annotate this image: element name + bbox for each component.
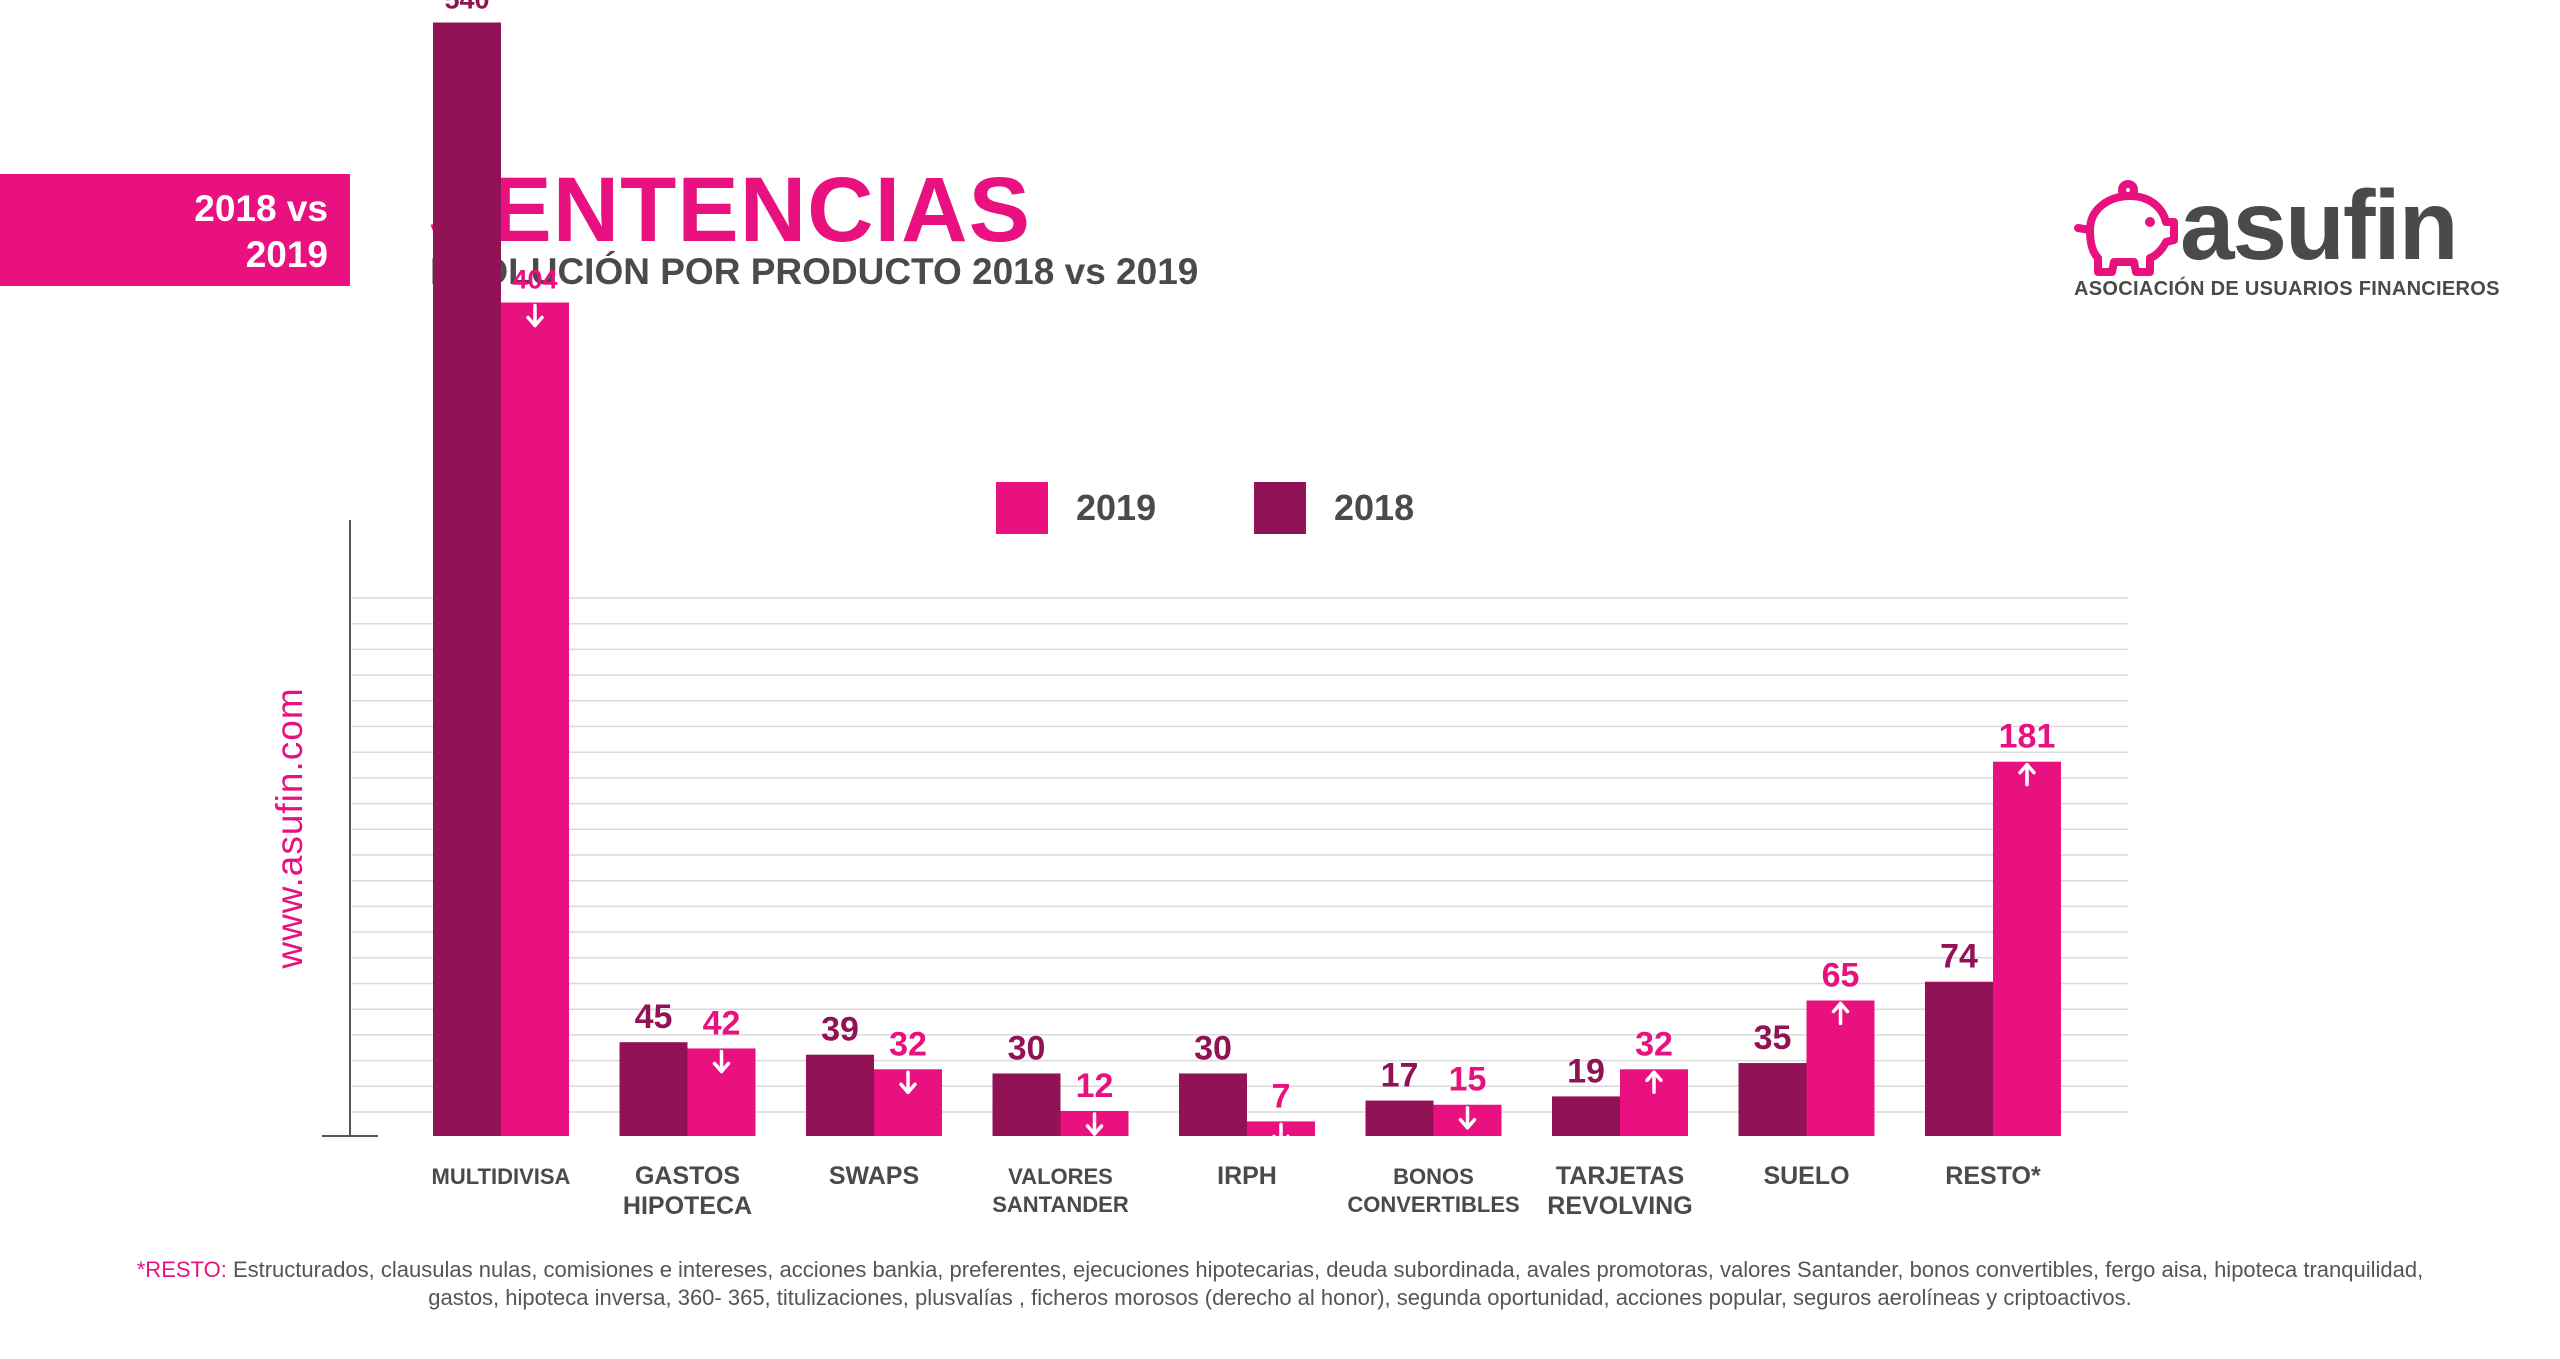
bar-2019	[1993, 761, 2061, 1136]
arrow-up-icon	[1831, 1001, 1850, 1026]
footnote-label: *RESTO:	[136, 1257, 227, 1282]
bar-2018	[619, 1042, 688, 1136]
bar-2018	[433, 22, 501, 1137]
data-label-2019: 42	[703, 1004, 741, 1042]
bar-2018	[1925, 981, 1993, 1136]
legend-swatch-2018	[1254, 482, 1306, 534]
badge-line-1: 2018 vs	[194, 188, 328, 229]
data-label-2019: 32	[889, 1025, 927, 1063]
page-title: SENTENCIAS	[428, 159, 1031, 261]
piggy-bank-icon	[2074, 180, 2178, 276]
footnote-line-2: gastos, hipoteca inversa, 360- 365, titu…	[428, 1285, 2132, 1310]
footnote: *RESTO: Estructurados, clausulas nulas, …	[60, 1256, 2500, 1312]
data-label-2018: 17	[1381, 1057, 1419, 1095]
arrow-up-icon	[2018, 762, 2036, 787]
arrow-down-icon	[899, 1070, 917, 1095]
bar-2019	[501, 302, 569, 1136]
bar-2018	[1179, 1073, 1247, 1136]
data-label-2018: 74	[1940, 938, 1978, 976]
data-label-2018: 30	[1008, 1029, 1046, 1067]
legend-label-2019: 2019	[1076, 487, 1157, 528]
data-label-2019: 12	[1076, 1067, 1114, 1105]
data-label-2018: 30	[1194, 1029, 1232, 1067]
arrow-down-icon	[1085, 1112, 1104, 1136]
category-label: MULTIDIVISA	[432, 1164, 571, 1189]
footnote-line-1: Estructurados, clausulas nulas, comision…	[232, 1257, 2424, 1282]
data-label-2019: 15	[1449, 1061, 1487, 1099]
legend-label-2018: 2018	[1334, 487, 1415, 528]
legend-item-2018: 2018	[1254, 482, 1414, 534]
data-label-2019: 65	[1822, 957, 1860, 995]
category-label: IRPH	[1217, 1162, 1277, 1190]
arrow-down-icon	[1272, 1122, 1290, 1147]
badge-line-2: 2019	[245, 234, 328, 275]
arrow-down-icon	[526, 303, 544, 328]
category-label: VALORES SANTANDER	[992, 1164, 1129, 1217]
bar-2018	[992, 1073, 1061, 1136]
legend-swatch-2019	[996, 482, 1048, 534]
legend-item-2019: 2019	[996, 482, 1156, 534]
bar-2018	[1738, 1063, 1807, 1136]
bar-2018	[1365, 1100, 1434, 1136]
category-label: BONOS CONVERTIBLES	[1347, 1164, 1519, 1217]
bar-2018	[1552, 1096, 1620, 1136]
category-label: SWAPS	[829, 1162, 919, 1190]
year-badge: 2018 vs 2019	[0, 174, 350, 286]
data-label-2019: 181	[1999, 718, 2056, 756]
category-label: GASTOS HIPOTECA	[623, 1162, 752, 1220]
category-label: TARJETAS REVOLVING	[1547, 1162, 1692, 1220]
category-label: RESTO*	[1945, 1162, 2041, 1190]
asufin-logo: asufin ASOCIACIÓN DE USUARIOS FINANCIERO…	[2070, 170, 2499, 308]
page-subtitle: EVOLUCIÓN POR PRODUCTO 2018 vs 2019	[430, 251, 1199, 292]
data-label-2018: 35	[1754, 1019, 1792, 1057]
data-label-2018: 540	[444, 0, 489, 15]
arrow-down-icon	[712, 1049, 731, 1074]
data-label-2018: 45	[635, 998, 673, 1036]
category-label: SUELO	[1763, 1162, 1849, 1190]
arrow-up-icon	[1645, 1070, 1663, 1095]
data-label-2019: 32	[1635, 1025, 1673, 1063]
bar-2018	[806, 1054, 874, 1136]
logo-wordmark: asufin	[2180, 170, 2459, 280]
data-label-2018: 19	[1567, 1052, 1605, 1090]
data-label-2019: 404	[512, 265, 557, 295]
arrow-down-icon	[1458, 1105, 1477, 1130]
logo-tagline: ASOCIACIÓN DE USUARIOS FINANCIEROS	[2074, 278, 2500, 300]
data-label-2018: 39	[821, 1011, 859, 1049]
data-label-2019: 7	[1272, 1077, 1291, 1115]
